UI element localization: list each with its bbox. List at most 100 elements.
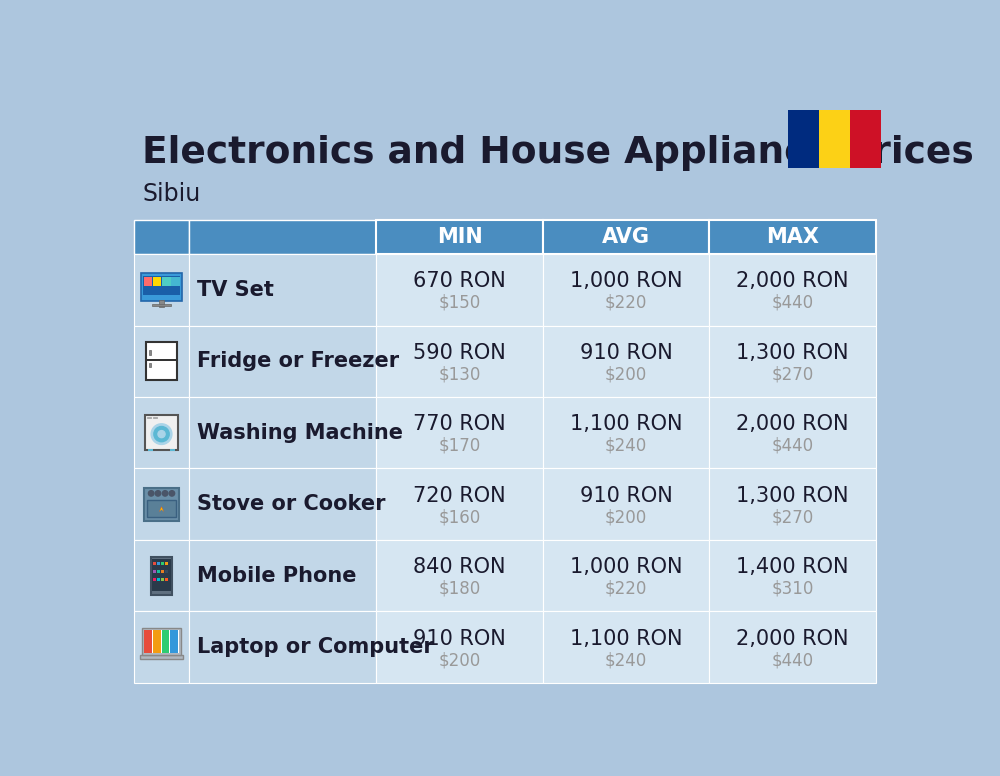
Bar	[134, 469, 189, 540]
Bar	[153, 570, 156, 573]
Text: $160: $160	[438, 508, 481, 526]
Bar	[157, 578, 160, 581]
Text: $240: $240	[605, 437, 647, 455]
Bar	[146, 342, 177, 380]
Bar	[543, 469, 709, 540]
Bar	[709, 325, 876, 397]
Bar	[161, 562, 164, 565]
Text: 1,100 RON: 1,100 RON	[570, 629, 682, 649]
Bar	[149, 363, 151, 367]
Bar	[143, 275, 180, 295]
Bar	[709, 611, 876, 683]
Bar	[149, 350, 151, 355]
Text: 910 RON: 910 RON	[580, 343, 672, 362]
Text: TV Set: TV Set	[197, 280, 273, 300]
Bar	[376, 611, 543, 683]
Bar	[189, 254, 376, 325]
Bar	[147, 417, 151, 418]
Text: MAX: MAX	[766, 227, 819, 247]
Text: $200: $200	[605, 508, 647, 526]
Bar	[189, 325, 376, 397]
Bar	[140, 656, 183, 660]
Bar	[153, 578, 156, 581]
Bar	[376, 397, 543, 469]
Bar	[170, 449, 175, 451]
Text: 1,300 RON: 1,300 RON	[736, 343, 849, 362]
Bar	[148, 449, 153, 451]
Polygon shape	[160, 508, 163, 511]
Text: Laptop or Computer: Laptop or Computer	[197, 637, 433, 657]
Bar	[161, 570, 164, 573]
Text: $220: $220	[605, 580, 647, 598]
Bar	[157, 562, 160, 565]
Text: $440: $440	[771, 293, 813, 312]
Bar	[376, 540, 543, 611]
Bar	[171, 277, 180, 286]
Bar	[141, 273, 182, 300]
Text: 1,300 RON: 1,300 RON	[736, 486, 849, 506]
Bar	[543, 220, 709, 254]
Text: 1,100 RON: 1,100 RON	[570, 414, 682, 435]
Bar	[709, 220, 876, 254]
Bar	[165, 562, 168, 565]
Bar	[376, 220, 543, 254]
Bar	[819, 110, 850, 168]
Bar	[165, 578, 168, 581]
Text: Stove or Cooker: Stove or Cooker	[197, 494, 385, 514]
Bar	[134, 325, 189, 397]
Text: $440: $440	[771, 437, 813, 455]
Bar	[165, 570, 168, 573]
Text: $270: $270	[771, 365, 813, 383]
Bar	[788, 110, 819, 168]
Bar	[145, 415, 178, 450]
Circle shape	[169, 490, 175, 496]
Text: Sibiu: Sibiu	[142, 182, 200, 206]
Bar	[709, 469, 876, 540]
Bar	[153, 417, 157, 418]
Text: $240: $240	[605, 651, 647, 669]
Circle shape	[154, 427, 169, 442]
Text: 910 RON: 910 RON	[413, 629, 506, 649]
Bar	[153, 630, 161, 653]
Bar	[147, 501, 176, 518]
Bar	[151, 556, 172, 594]
Text: 2,000 RON: 2,000 RON	[736, 629, 849, 649]
Circle shape	[162, 490, 168, 496]
Bar	[144, 488, 179, 521]
Bar	[189, 397, 376, 469]
Bar	[162, 277, 171, 286]
Text: $440: $440	[771, 651, 813, 669]
Text: Electronics and House Appliance Prices: Electronics and House Appliance Prices	[142, 136, 974, 171]
Bar	[134, 220, 189, 254]
Bar	[189, 611, 376, 683]
Bar	[144, 630, 152, 653]
Text: $150: $150	[438, 293, 481, 312]
Text: $310: $310	[771, 580, 814, 598]
Circle shape	[148, 490, 154, 496]
Bar	[376, 469, 543, 540]
Bar	[142, 629, 181, 656]
Text: 590 RON: 590 RON	[413, 343, 506, 362]
Bar	[543, 254, 709, 325]
Bar	[189, 540, 376, 611]
Bar	[543, 325, 709, 397]
Text: Fridge or Freezer: Fridge or Freezer	[197, 352, 399, 371]
Text: Mobile Phone: Mobile Phone	[197, 566, 356, 586]
Text: 2,000 RON: 2,000 RON	[736, 272, 849, 291]
Text: 910 RON: 910 RON	[580, 486, 672, 506]
Bar	[189, 220, 376, 254]
Bar	[157, 570, 160, 573]
Text: 1,000 RON: 1,000 RON	[570, 557, 682, 577]
Bar	[153, 277, 161, 286]
Text: $200: $200	[438, 651, 481, 669]
Bar	[146, 359, 177, 361]
Bar	[543, 611, 709, 683]
Bar	[134, 254, 189, 325]
Text: 2,000 RON: 2,000 RON	[736, 414, 849, 435]
Bar	[170, 630, 178, 653]
Text: 770 RON: 770 RON	[413, 414, 506, 435]
Text: $220: $220	[605, 293, 647, 312]
Bar	[134, 611, 189, 683]
Text: AVG: AVG	[602, 227, 650, 247]
Polygon shape	[159, 507, 164, 512]
